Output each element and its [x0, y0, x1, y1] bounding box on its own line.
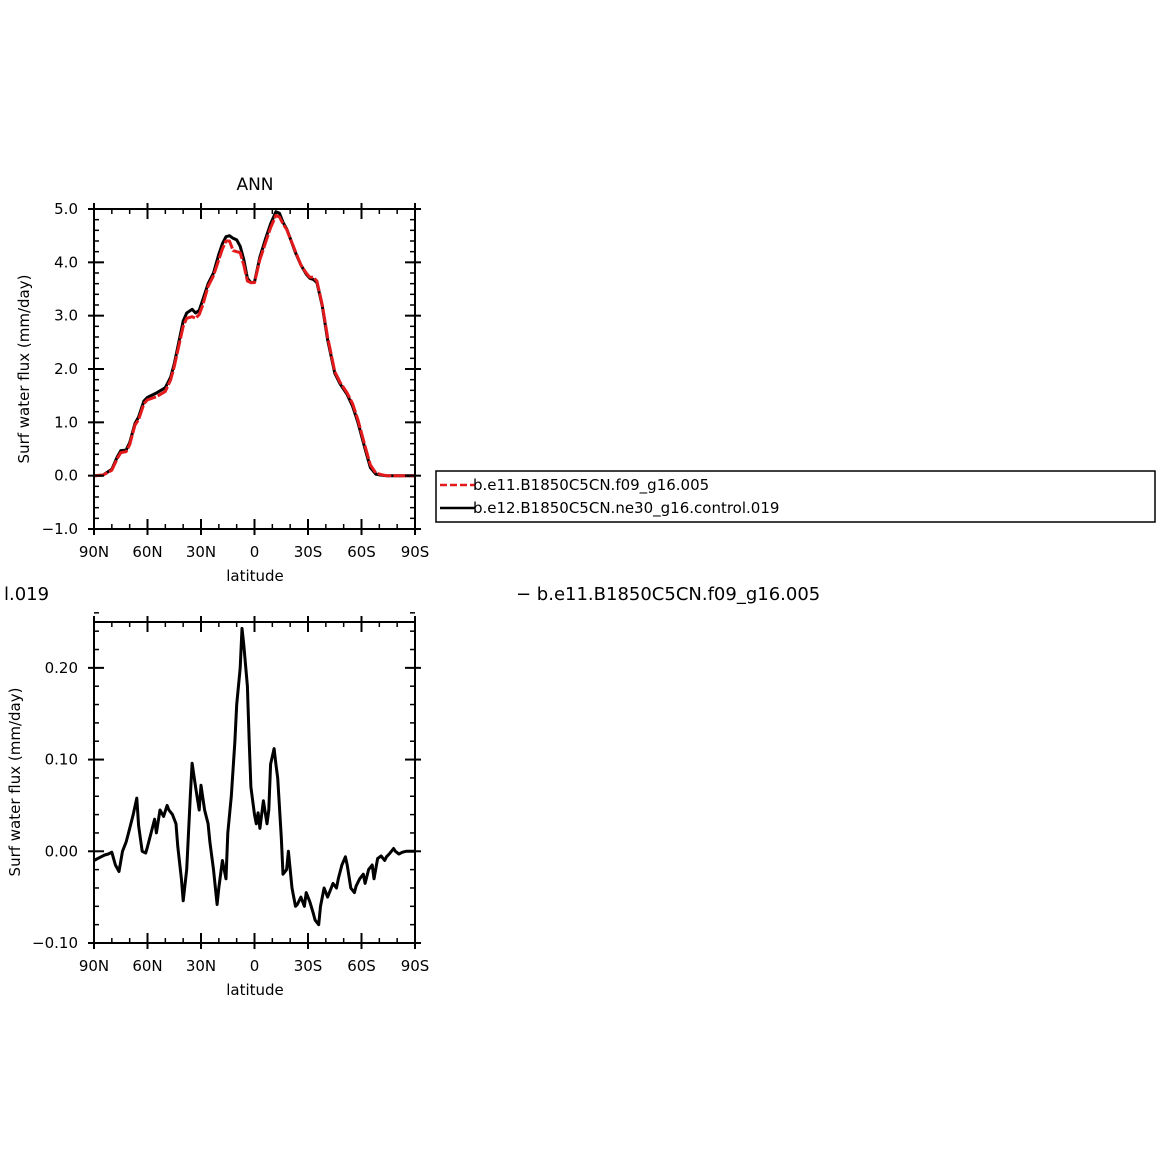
- top-x-tick-label: 90S: [401, 543, 430, 561]
- top-x-tick-label: 60N: [132, 543, 162, 561]
- bottom-plot-frame: [93, 621, 416, 944]
- bottom-y-tick-label: −0.10: [32, 934, 78, 952]
- top-x-axis-label: latitude: [226, 567, 284, 585]
- top-y-tick-label: 3.0: [54, 307, 78, 325]
- bottom-y-axis-label: Surf water flux (mm/day): [6, 688, 24, 877]
- bottom-x-tick-label: 90N: [79, 957, 109, 975]
- legend-label-series-2: b.e12.B1850C5CN.ne30_g16.control.019: [473, 499, 779, 518]
- bottom-x-tick-label: 0: [250, 957, 260, 975]
- top-x-tick-label: 90N: [79, 543, 109, 561]
- top-y-tick-label: 0.0: [54, 467, 78, 485]
- top-panel: ANN 90N 60N 30N 0 30S 60S 90S 5.0 4.0 3.0 2.0 1.0 0.…: [15, 175, 429, 585]
- bottom-header-right: − b.e11.B1850C5CN.f09_g16.005: [516, 584, 820, 605]
- top-series-line-1: [93, 213, 415, 478]
- top-x-tick-label: 30S: [294, 543, 323, 561]
- top-chart-title: ANN: [236, 175, 273, 195]
- bottom-x-tick-label: 30N: [186, 957, 216, 975]
- legend-label-series-1: b.e11.B1850C5CN.f09_g16.005: [473, 476, 709, 495]
- bottom-x-tick-label: 60N: [132, 957, 162, 975]
- top-x-tick-label: 30N: [186, 543, 216, 561]
- top-x-tick-label: 60S: [347, 543, 376, 561]
- bottom-series-line-1: [93, 626, 415, 927]
- top-y-tick-label: 5.0: [54, 200, 78, 218]
- bottom-x-axis-label: latitude: [226, 981, 284, 999]
- top-y-tick-label: −1.0: [42, 520, 78, 538]
- top-plot-frame: [93, 208, 416, 530]
- bottom-panel: l.019 − b.e11.B1850C5CN.f09_g16.005 90N 6…: [4, 584, 820, 999]
- legend: b.e11.B1850C5CN.f09_g16.005 b.e12.B1850C…: [435, 470, 1156, 523]
- bottom-y-tick-label: 0.20: [45, 659, 78, 677]
- top-y-tick-label: 2.0: [54, 360, 78, 378]
- top-y-axis-label: Surf water flux (mm/day): [15, 275, 33, 464]
- bottom-x-tick-label: 90S: [401, 957, 430, 975]
- top-series-line-2: [93, 210, 415, 478]
- legend-box: [435, 470, 1156, 523]
- bottom-y-tick-label: 0.10: [45, 751, 78, 769]
- top-x-tick-label: 0: [250, 543, 260, 561]
- bottom-y-tick-label: 0.00: [45, 842, 78, 860]
- bottom-x-tick-label: 30S: [294, 957, 323, 975]
- top-y-tick-label: 4.0: [54, 253, 78, 271]
- bottom-x-tick-label: 60S: [347, 957, 376, 975]
- bottom-header-left: l.019: [4, 584, 49, 605]
- top-y-tick-label: 1.0: [54, 413, 78, 431]
